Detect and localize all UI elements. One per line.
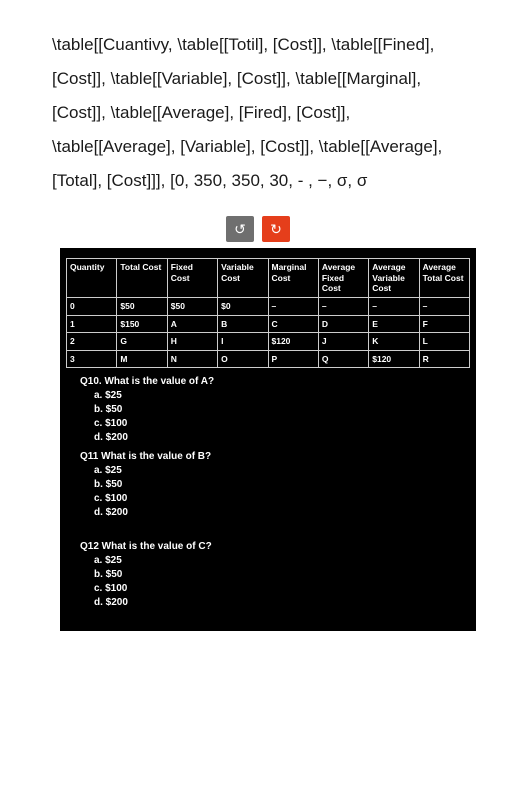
- th: Average Variable Cost: [369, 259, 419, 298]
- table-row: 0 $50 $50 $0 – – – –: [67, 297, 470, 315]
- dark-panel: Quantity Total Cost Fixed Cost Variable …: [60, 248, 476, 631]
- q11-options: a. $25 b. $50 c. $100 d. $200: [94, 465, 470, 518]
- redo-button[interactable]: ↻: [262, 216, 290, 242]
- table-header-row: Quantity Total Cost Fixed Cost Variable …: [67, 259, 470, 298]
- td: R: [419, 350, 469, 368]
- option[interactable]: d. $200: [94, 432, 470, 443]
- q11-prompt: Q11 What is the value of B?: [80, 451, 470, 462]
- td: G: [117, 333, 167, 351]
- th: Variable Cost: [218, 259, 268, 298]
- formula-text: \table[[Cuantivy, \table[[Totil], [Cost]…: [0, 0, 516, 198]
- q10-options: a. $25 b. $50 c. $100 d. $200: [94, 390, 470, 443]
- th: Fixed Cost: [167, 259, 217, 298]
- td: 0: [67, 297, 117, 315]
- option[interactable]: a. $25: [94, 465, 470, 476]
- td: J: [318, 333, 368, 351]
- undo-button[interactable]: ↺: [226, 216, 254, 242]
- option[interactable]: c. $100: [94, 418, 470, 429]
- th: Total Cost: [117, 259, 167, 298]
- td: M: [117, 350, 167, 368]
- td: –: [369, 297, 419, 315]
- option[interactable]: d. $200: [94, 597, 470, 608]
- option[interactable]: b. $50: [94, 569, 470, 580]
- option[interactable]: c. $100: [94, 493, 470, 504]
- q10-prompt: Q10. What is the value of A?: [80, 376, 470, 387]
- td: D: [318, 315, 368, 333]
- td: –: [268, 297, 318, 315]
- td: P: [268, 350, 318, 368]
- td: $150: [117, 315, 167, 333]
- cost-table: Quantity Total Cost Fixed Cost Variable …: [66, 258, 470, 368]
- td: E: [369, 315, 419, 333]
- table-row: 1 $150 A B C D E F: [67, 315, 470, 333]
- td: $120: [369, 350, 419, 368]
- td: L: [419, 333, 469, 351]
- th: Marginal Cost: [268, 259, 318, 298]
- td: 2: [67, 333, 117, 351]
- td: 3: [67, 350, 117, 368]
- td: A: [167, 315, 217, 333]
- td: –: [419, 297, 469, 315]
- td: C: [268, 315, 318, 333]
- button-row: ↺ ↻: [0, 216, 516, 242]
- option[interactable]: c. $100: [94, 583, 470, 594]
- q12-options: a. $25 b. $50 c. $100 d. $200: [94, 555, 470, 608]
- option[interactable]: b. $50: [94, 404, 470, 415]
- td: B: [218, 315, 268, 333]
- td: K: [369, 333, 419, 351]
- th: Average Total Cost: [419, 259, 469, 298]
- table-row: 2 G H I $120 J K L: [67, 333, 470, 351]
- option[interactable]: d. $200: [94, 507, 470, 518]
- td: F: [419, 315, 469, 333]
- option[interactable]: b. $50: [94, 479, 470, 490]
- th: Average Fixed Cost: [318, 259, 368, 298]
- td: –: [318, 297, 368, 315]
- td: $120: [268, 333, 318, 351]
- option[interactable]: a. $25: [94, 390, 470, 401]
- th: Quantity: [67, 259, 117, 298]
- td: H: [167, 333, 217, 351]
- option[interactable]: a. $25: [94, 555, 470, 566]
- td: $50: [117, 297, 167, 315]
- td: I: [218, 333, 268, 351]
- td: 1: [67, 315, 117, 333]
- td: $0: [218, 297, 268, 315]
- td: O: [218, 350, 268, 368]
- td: $50: [167, 297, 217, 315]
- q12-prompt: Q12 What is the value of C?: [80, 541, 470, 552]
- td: N: [167, 350, 217, 368]
- table-row: 3 M N O P Q $120 R: [67, 350, 470, 368]
- td: Q: [318, 350, 368, 368]
